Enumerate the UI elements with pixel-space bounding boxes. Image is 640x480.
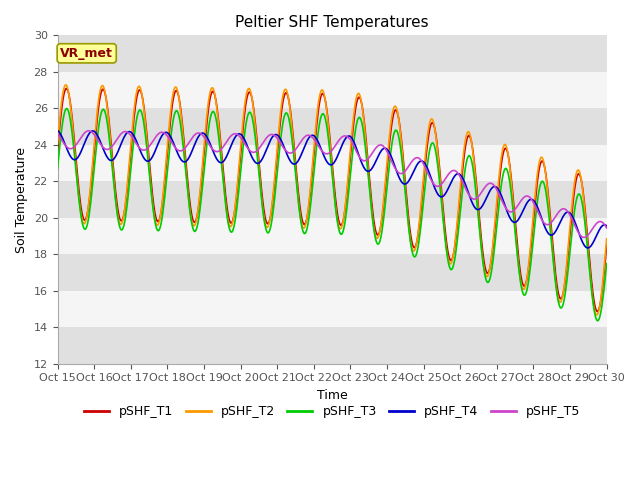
Legend: pSHF_T1, pSHF_T2, pSHF_T3, pSHF_T4, pSHF_T5: pSHF_T1, pSHF_T2, pSHF_T3, pSHF_T4, pSHF… [79, 400, 585, 423]
Bar [58, 72, 607, 108]
Bar [58, 36, 607, 72]
Y-axis label: Soil Temperature: Soil Temperature [15, 146, 28, 252]
Bar [58, 291, 607, 327]
Bar [58, 108, 607, 145]
Bar [58, 145, 607, 181]
Bar [58, 254, 607, 291]
Bar [58, 218, 607, 254]
X-axis label: Time: Time [317, 389, 348, 402]
Title: Peltier SHF Temperatures: Peltier SHF Temperatures [236, 15, 429, 30]
Bar [58, 181, 607, 218]
Text: VR_met: VR_met [60, 47, 113, 60]
Bar [58, 327, 607, 364]
